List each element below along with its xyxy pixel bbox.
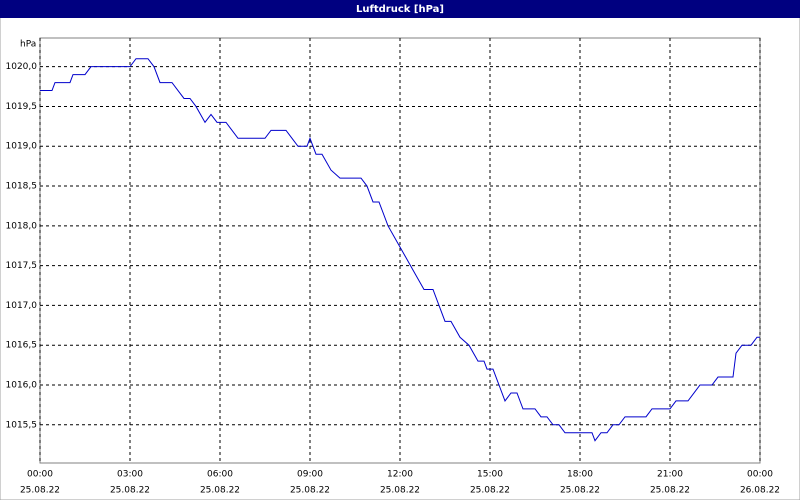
y-axis-label: hPa: [20, 40, 36, 50]
x-tick-date: 25.08.22: [650, 486, 690, 496]
y-tick-label: 1015,5: [6, 420, 38, 430]
x-tick-date: 25.08.22: [110, 486, 150, 496]
y-tick-label: 1020,0: [6, 62, 38, 72]
x-tick-label: 03:00: [117, 470, 143, 480]
x-tick-label: 00:00: [27, 470, 53, 480]
x-tick-label: 21:00: [657, 470, 683, 480]
y-tick-label: 1017,0: [6, 301, 38, 311]
y-tick-label: 1019,5: [6, 102, 38, 112]
y-tick-label: 1016,0: [6, 381, 38, 391]
x-tick-label: 09:00: [297, 470, 323, 480]
pressure-line: [40, 58, 760, 442]
x-tick-date: 25.08.22: [560, 486, 600, 496]
x-tick-date: 25.08.22: [470, 486, 510, 496]
x-tick-label: 12:00: [387, 470, 413, 480]
x-tick-date: 25.08.22: [20, 486, 60, 496]
x-tick-date: 25.08.22: [200, 486, 240, 496]
x-tick-date: 26.08.22: [740, 486, 780, 496]
y-tick-label: 1016,5: [6, 341, 38, 351]
x-tick-label: 15:00: [477, 470, 503, 480]
chart-title: Luftdruck [hPa]: [356, 4, 444, 15]
y-tick-label: 1019,0: [6, 142, 38, 152]
y-tick-label: 1018,0: [6, 221, 38, 231]
x-tick-label: 06:00: [207, 470, 233, 480]
x-tick-date: 25.08.22: [380, 486, 420, 496]
x-tick-label: 18:00: [567, 470, 593, 480]
y-tick-label: 1017,5: [6, 261, 38, 271]
x-tick-date: 25.08.22: [290, 486, 330, 496]
x-tick-label: 00:00: [747, 470, 773, 480]
y-tick-label: 1018,5: [6, 182, 38, 192]
title-bar: [0, 0, 800, 18]
